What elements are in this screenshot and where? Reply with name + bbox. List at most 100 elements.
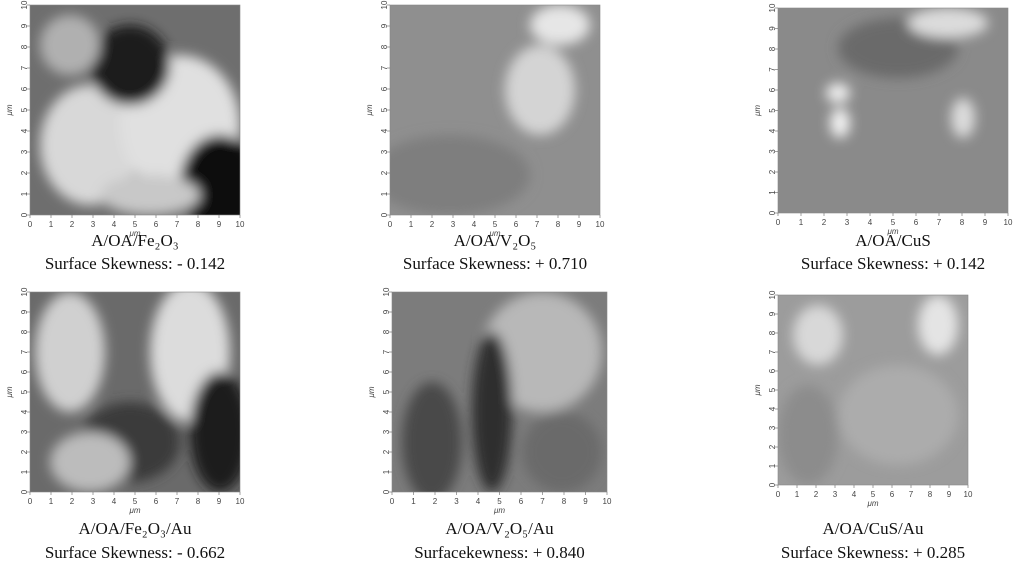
y-tick-label: 3 xyxy=(382,429,391,434)
texture-blob xyxy=(838,365,958,465)
y-tick-label: 10 xyxy=(20,287,29,296)
texture-blob xyxy=(530,5,590,45)
y-tick-label: 10 xyxy=(768,3,777,12)
texture-blob xyxy=(472,332,512,492)
x-tick-label: 4 xyxy=(112,220,117,229)
x-tick-label: 0 xyxy=(388,220,393,229)
texture-blob xyxy=(40,15,100,75)
y-tick-label: 1 xyxy=(768,190,777,195)
y-tick-label: 4 xyxy=(20,409,29,414)
x-tick-label: 2 xyxy=(70,220,75,229)
x-tick-label: 10 xyxy=(596,220,605,229)
y-tick-label: 0 xyxy=(768,210,777,215)
y-tick-label: 5 xyxy=(380,107,389,112)
x-tick-label: 3 xyxy=(845,218,850,227)
y-tick-label: 5 xyxy=(382,389,391,394)
y-tick-label: 0 xyxy=(20,212,29,217)
x-tick-label: 8 xyxy=(196,220,201,229)
y-tick-label: 3 xyxy=(20,429,29,434)
y-tick-label: 2 xyxy=(380,170,389,175)
x-tick-label: 9 xyxy=(217,497,222,506)
y-tick-label: 3 xyxy=(380,149,389,154)
texture-blob xyxy=(35,292,105,412)
y-axis-unit: μm xyxy=(753,105,762,117)
x-tick-label: 6 xyxy=(914,218,919,227)
y-tick-label: 0 xyxy=(20,489,29,494)
y-tick-label: 8 xyxy=(380,44,389,49)
x-tick-label: 7 xyxy=(540,497,545,506)
x-tick-label: 4 xyxy=(852,490,857,499)
x-tick-label: 5 xyxy=(493,220,498,229)
x-tick-label: 2 xyxy=(433,497,438,506)
afm-panel: 001122334455667788991010μmμmA/OA/CuSSurf… xyxy=(753,3,1013,273)
afm-image xyxy=(30,5,260,235)
y-tick-label: 3 xyxy=(768,149,777,154)
y-tick-label: 6 xyxy=(768,87,777,92)
x-tick-label: 1 xyxy=(795,490,800,499)
y-tick-label: 0 xyxy=(382,489,391,494)
x-tick-label: 8 xyxy=(928,490,933,499)
x-tick-label: 6 xyxy=(519,497,524,506)
y-tick-label: 10 xyxy=(768,290,777,299)
afm-panel: 001122334455667788991010μmμmA/OA/V₂O₅/Au… xyxy=(367,287,612,562)
y-tick-label: 5 xyxy=(20,389,29,394)
y-tick-label: 7 xyxy=(20,349,29,354)
y-tick-label: 10 xyxy=(20,0,29,9)
x-tick-label: 6 xyxy=(154,220,159,229)
y-tick-label: 5 xyxy=(20,107,29,112)
x-tick-label: 1 xyxy=(409,220,414,229)
afm-image xyxy=(370,5,600,215)
y-tick-label: 6 xyxy=(380,86,389,91)
y-tick-label: 2 xyxy=(20,170,29,175)
x-tick-label: 3 xyxy=(91,497,96,506)
y-tick-label: 9 xyxy=(768,26,777,31)
x-tick-label: 0 xyxy=(776,218,781,227)
y-tick-label: 0 xyxy=(768,482,777,487)
afm-panel: 001122334455667788991010μmμmA/OA/Fe₂O₃Su… xyxy=(5,0,260,273)
y-tick-label: 4 xyxy=(20,128,29,133)
y-tick-label: 2 xyxy=(382,449,391,454)
texture-blob xyxy=(826,83,850,103)
x-tick-label: 0 xyxy=(28,220,33,229)
y-tick-label: 8 xyxy=(768,46,777,51)
y-tick-label: 5 xyxy=(768,108,777,113)
x-tick-label: 10 xyxy=(1004,218,1013,227)
sample-label: A/OA/Fe₂O₃/Au xyxy=(79,519,192,538)
sample-label: A/OA/CuS xyxy=(855,231,931,250)
x-tick-label: 9 xyxy=(217,220,222,229)
x-tick-label: 7 xyxy=(175,220,180,229)
x-tick-label: 10 xyxy=(603,497,612,506)
y-tick-label: 8 xyxy=(20,44,29,49)
x-tick-label: 3 xyxy=(91,220,96,229)
afm-image xyxy=(392,292,607,502)
x-tick-label: 9 xyxy=(583,497,588,506)
x-tick-label: 8 xyxy=(556,220,561,229)
x-tick-label: 2 xyxy=(822,218,827,227)
x-tick-label: 0 xyxy=(390,497,395,506)
x-tick-label: 0 xyxy=(28,497,33,506)
x-tick-label: 7 xyxy=(535,220,540,229)
y-tick-label: 4 xyxy=(382,409,391,414)
y-tick-label: 7 xyxy=(380,65,389,70)
texture-blob xyxy=(100,175,200,215)
x-tick-label: 10 xyxy=(236,220,245,229)
skewness-label: Surfacekewness: + 0.840 xyxy=(414,543,585,562)
x-tick-label: 5 xyxy=(497,497,502,506)
y-tick-label: 1 xyxy=(382,469,391,474)
y-tick-label: 2 xyxy=(768,169,777,174)
y-tick-label: 1 xyxy=(20,469,29,474)
texture-blob xyxy=(830,108,850,138)
y-tick-label: 1 xyxy=(20,191,29,196)
texture-blob xyxy=(918,295,958,355)
y-tick-label: 9 xyxy=(20,309,29,314)
sample-label: A/OA/V₂O₅/Au xyxy=(445,519,554,538)
y-tick-label: 10 xyxy=(380,0,389,9)
x-tick-label: 3 xyxy=(454,497,459,506)
y-tick-label: 9 xyxy=(768,311,777,316)
y-tick-label: 0 xyxy=(380,212,389,217)
sample-label: A/OA/CuS/Au xyxy=(822,519,924,538)
x-tick-label: 4 xyxy=(472,220,477,229)
y-tick-label: 3 xyxy=(768,425,777,430)
texture-blob xyxy=(778,385,838,485)
texture-blob xyxy=(90,25,170,105)
